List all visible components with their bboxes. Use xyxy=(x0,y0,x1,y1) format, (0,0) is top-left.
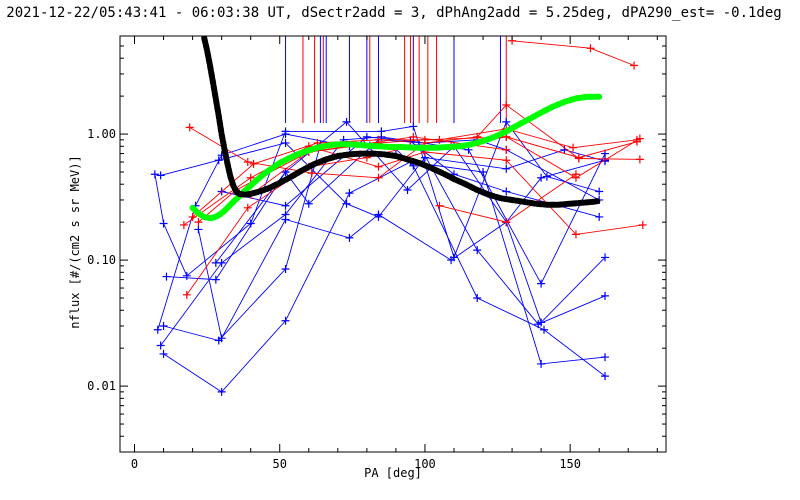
data-point-red-12-3 xyxy=(374,173,383,182)
data-point-blue-1-7 xyxy=(473,294,482,303)
data-point-red-12-2 xyxy=(307,169,316,178)
x-axis-label: PA [deg] xyxy=(364,466,422,480)
data-point-blue-3-6 xyxy=(473,246,482,255)
data-point-red-14-5 xyxy=(574,153,583,162)
data-point-blue-2-7 xyxy=(537,279,546,288)
data-point-blue-0-10 xyxy=(595,187,604,196)
axes: 0 50 100 150 0.01 0.10 1.00 xyxy=(87,35,666,471)
plot-frame xyxy=(119,35,667,453)
data-point-red-10-1 xyxy=(246,173,255,182)
data-point-blue-0-0 xyxy=(150,170,159,179)
chart-title: 2021-12-22/05:43:41 - 06:03:38 UT, dSect… xyxy=(6,5,781,21)
data-point-red-11-0 xyxy=(182,290,191,299)
data-point-red-12-5 xyxy=(473,132,482,141)
data-point-blue-1-3 xyxy=(281,130,290,139)
data-point-red-15-2 xyxy=(571,170,580,179)
data-point-blue-5-1 xyxy=(211,275,220,284)
data-point-blue-4-1 xyxy=(217,387,226,396)
data-point-blue-7-3 xyxy=(345,233,354,242)
data-point-blue-3-0 xyxy=(159,321,168,330)
y-tick-label: 0.10 xyxy=(87,253,116,267)
data-point-red-17-4 xyxy=(502,145,511,154)
data-point-blue-9-2 xyxy=(362,132,371,141)
data-point-blue-9-1 xyxy=(281,201,290,210)
data-point-blue-4-6 xyxy=(537,359,546,368)
data-point-blue-0-6 xyxy=(409,122,418,131)
x-tick-label: 0 xyxy=(131,457,138,471)
data-point-blue-4-7 xyxy=(601,353,610,362)
data-point-blue-5-0 xyxy=(162,272,171,281)
data-point-blue-3-8 xyxy=(601,291,610,300)
data-point-blue-4-0 xyxy=(159,349,168,358)
data-point-blue-4-3 xyxy=(345,189,354,198)
data-point-blue-7-7 xyxy=(537,318,546,327)
data-point-red-12-1 xyxy=(243,158,252,167)
data-point-blue-0-1 xyxy=(159,219,168,228)
y-axis-label: nflux [#/(cm2 s sr MeV)] xyxy=(68,155,82,328)
data-point-red-15-1 xyxy=(502,218,511,227)
data-point-blue-5-3 xyxy=(342,117,351,126)
data-point-blue-5-4 xyxy=(403,185,412,194)
data-point-blue-1-0 xyxy=(153,325,162,334)
data-point-red-16-2 xyxy=(630,61,639,70)
data-point-blue-8-2 xyxy=(304,199,313,208)
data-marks xyxy=(150,36,647,396)
data-point-blue-7-1 xyxy=(217,334,226,343)
data-point-blue-7-0 xyxy=(194,225,203,234)
fit-curve-green xyxy=(189,93,603,222)
x-tick-label: 100 xyxy=(414,457,436,471)
data-point-red-10-0 xyxy=(179,220,188,229)
data-point-blue-0-2 xyxy=(182,271,191,280)
data-point-blue-2-0 xyxy=(156,341,165,350)
series-line-red-13 xyxy=(192,128,638,218)
data-point-red-13-1 xyxy=(249,159,258,168)
data-point-red-11-1 xyxy=(243,203,252,212)
data-point-blue-6-2 xyxy=(281,138,290,147)
data-point-blue-6-1 xyxy=(214,156,223,165)
data-point-blue-7-8 xyxy=(601,253,610,262)
data-point-red-14-3 xyxy=(420,135,429,144)
data-point-blue-8-0 xyxy=(211,258,220,267)
data-point-blue-4-2 xyxy=(281,316,290,325)
data-point-red-13-0 xyxy=(188,212,197,221)
data-point-red-16-1 xyxy=(586,44,595,53)
data-point-blue-5-7 xyxy=(537,173,546,182)
data-point-blue-3-2 xyxy=(281,264,290,273)
data-point-blue-9-6 xyxy=(595,212,604,221)
data-point-blue-1-8 xyxy=(540,325,549,334)
data-point-red-13-6 xyxy=(569,143,578,152)
x-tick-label: 50 xyxy=(273,457,287,471)
data-point-blue-6-0 xyxy=(156,171,165,180)
data-point-red-12-8 xyxy=(635,155,644,164)
data-point-blue-7-5 xyxy=(447,256,456,265)
data-point-blue-0-8 xyxy=(502,117,511,126)
data-point-red-10-5 xyxy=(502,156,511,165)
data-point-red-17-0 xyxy=(194,218,203,227)
data-point-blue-6-3 xyxy=(342,199,351,208)
data-point-blue-6-6 xyxy=(502,164,511,173)
data-point-blue-7-2 xyxy=(281,215,290,224)
y-tick-label: 0.01 xyxy=(87,379,116,393)
data-point-red-10-3 xyxy=(374,162,383,171)
data-point-red-12-6 xyxy=(502,101,511,110)
data-point-blue-7-4 xyxy=(374,210,383,219)
data-point-red-12-0 xyxy=(185,123,194,132)
x-tick-label: 150 xyxy=(559,457,581,471)
data-point-red-14-6 xyxy=(632,137,641,146)
fit-curve-black xyxy=(201,36,603,208)
data-point-red-10-7 xyxy=(638,220,647,229)
y-tick-label: 1.00 xyxy=(87,127,116,141)
data-point-red-10-6 xyxy=(571,230,580,239)
data-point-blue-4-5 xyxy=(479,168,488,176)
data-point-blue-9-5 xyxy=(502,187,511,196)
data-point-red-15-0 xyxy=(435,201,444,210)
data-point-blue-1-9 xyxy=(601,372,610,381)
data-point-red-17-3 xyxy=(409,132,418,141)
